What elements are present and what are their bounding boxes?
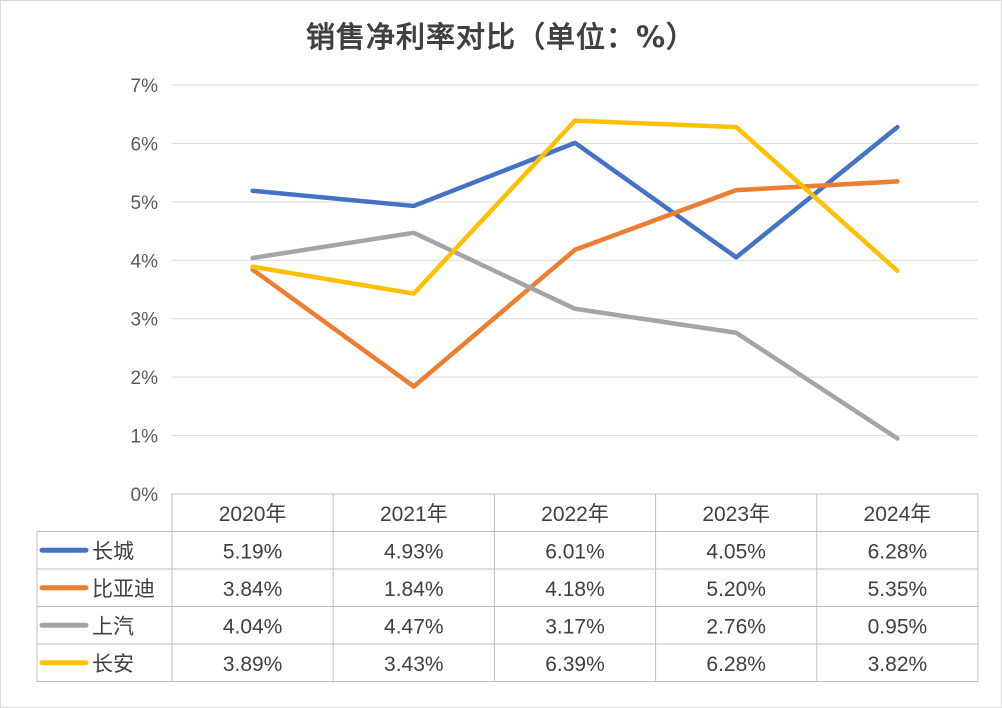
table-cell-value: 5.35% xyxy=(868,578,928,601)
series-line xyxy=(250,179,900,389)
y-tick-label: 4% xyxy=(131,251,159,272)
table-cell-value: 4.04% xyxy=(223,615,283,638)
table-cell-value: 4.18% xyxy=(545,578,605,601)
y-tick-label: 5% xyxy=(131,193,159,214)
y-tick-label: 1% xyxy=(131,427,159,448)
category-label: 2021年 xyxy=(380,503,448,526)
table-cell-value: 5.19% xyxy=(223,540,283,563)
table-cell-value: 3.43% xyxy=(384,653,444,676)
category-label: 2020年 xyxy=(219,503,287,526)
legend-label: 比亚迪 xyxy=(92,577,155,601)
table-cell-value: 6.39% xyxy=(545,653,605,676)
series-line xyxy=(250,230,900,441)
table-cell-value: 6.01% xyxy=(545,540,605,563)
table-cell-value: 4.93% xyxy=(384,540,444,563)
chart-title: 销售净利率对比（单位：%） xyxy=(305,20,697,54)
table-cell-value: 0.95% xyxy=(868,615,928,638)
table-cell-value: 6.28% xyxy=(868,540,928,563)
table-cell-value: 3.82% xyxy=(868,653,928,676)
category-label: 2022年 xyxy=(541,503,609,526)
series-line xyxy=(250,124,900,260)
table-cell-value: 2.76% xyxy=(706,615,766,638)
y-tick-label: 0% xyxy=(131,485,159,506)
table-cell-value: 1.84% xyxy=(384,578,444,601)
legend-label: 长城 xyxy=(92,539,134,563)
category-label: 2024年 xyxy=(864,503,932,526)
y-tick-label: 3% xyxy=(131,310,159,331)
category-label: 2023年 xyxy=(702,503,770,526)
series-line xyxy=(250,118,900,296)
table-cell-value: 5.20% xyxy=(706,578,766,601)
table-cell-value: 4.47% xyxy=(384,615,444,638)
y-tick-label: 6% xyxy=(131,134,159,155)
y-tick-label: 2% xyxy=(131,368,159,389)
table-cell-value: 3.84% xyxy=(223,578,283,601)
table-cell-value: 6.28% xyxy=(706,653,766,676)
table-cell-value: 4.05% xyxy=(706,540,766,563)
table-cell-value: 3.17% xyxy=(545,615,605,638)
table-cell-value: 3.89% xyxy=(223,653,283,676)
legend-label: 长安 xyxy=(92,652,134,676)
y-tick-label: 7% xyxy=(131,76,159,97)
legend-label: 上汽 xyxy=(92,614,134,638)
